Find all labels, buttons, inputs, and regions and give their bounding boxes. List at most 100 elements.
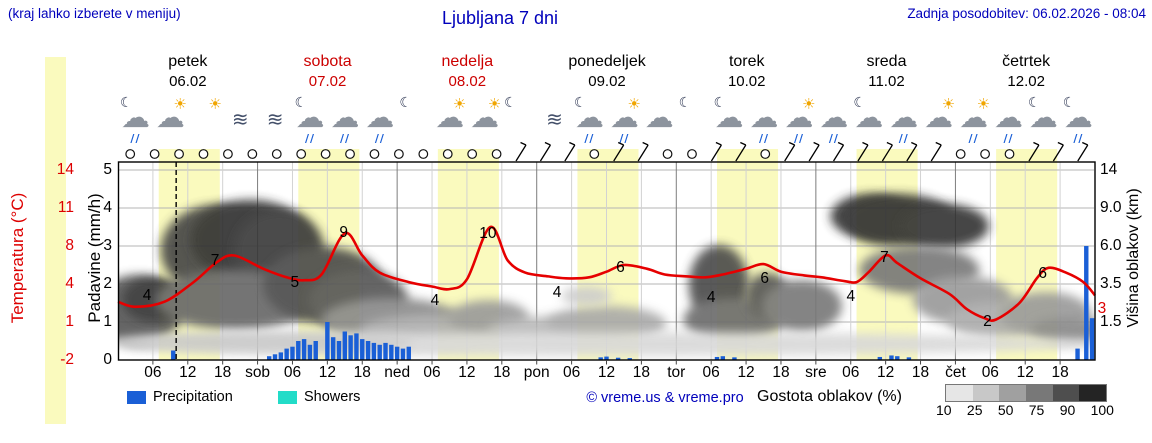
cloud-icon: ☁ bbox=[295, 100, 325, 135]
legend-precipitation: Precipitation bbox=[127, 389, 233, 405]
time-axis-labels: 06 12 18 sob 06 12 18 ned 06 12 18 pon 06 12 18 tor 06 12… bbox=[144, 360, 1069, 381]
precip-ticks-label: 0 bbox=[103, 351, 112, 368]
weather-icon-cm: ☁ ☾ bbox=[851, 95, 886, 143]
showers-label: Showers bbox=[304, 389, 361, 405]
wind-calm-circle bbox=[760, 149, 771, 159]
precip-bar bbox=[389, 344, 394, 360]
temp-label: 4 bbox=[707, 289, 716, 306]
moon-icon: ☾ bbox=[678, 95, 692, 111]
moon-icon: ☾ bbox=[1027, 95, 1041, 111]
wind-calm-circle bbox=[1004, 149, 1015, 159]
precip-ticks-label: 2 bbox=[103, 275, 112, 292]
precip-bar bbox=[278, 352, 284, 360]
precip-bar bbox=[267, 356, 272, 360]
time-label: 06 bbox=[703, 364, 720, 381]
rain-icon: ∕∕ bbox=[374, 132, 385, 145]
temp-ticks-label: 4 bbox=[65, 275, 74, 292]
rain-icon: ∕∕ bbox=[968, 132, 979, 145]
wind-calm-circle bbox=[345, 149, 355, 159]
day-header-torek: torek 10.02 bbox=[677, 52, 817, 94]
cloud-icon: ☁ bbox=[854, 100, 884, 135]
temp-label: 5 bbox=[290, 274, 299, 291]
precip-bar bbox=[604, 356, 609, 360]
wind-calm-circle bbox=[955, 149, 966, 159]
copyright-link[interactable]: © vreme.us & vreme.pro bbox=[586, 390, 744, 406]
cloud-icon: ☁ bbox=[155, 100, 185, 135]
precip-bar bbox=[171, 350, 176, 360]
time-label: 12 bbox=[1017, 364, 1034, 381]
sun-icon: ☀ bbox=[208, 95, 222, 113]
wind-calm-circle bbox=[442, 149, 453, 159]
time-label: 12 bbox=[737, 364, 754, 381]
right-ticks-label: 9.0 bbox=[1100, 199, 1122, 216]
wind-barb bbox=[564, 141, 576, 162]
precip-bar bbox=[383, 342, 388, 360]
weather-icon-cr: ☁ ∕∕ bbox=[991, 95, 1026, 145]
weather-icon-cs: ☁ ☀ bbox=[921, 95, 956, 143]
wind-calm-circle bbox=[393, 149, 404, 159]
weather-icon-cmr: ☁ ☾ ∕∕ bbox=[1061, 95, 1096, 145]
day-date: 08.02 bbox=[448, 73, 487, 90]
temp-ticks-label: 11 bbox=[57, 199, 74, 216]
density-tick-label: 50 bbox=[997, 402, 1014, 418]
rain-icon: ∕∕ bbox=[130, 132, 141, 145]
weather-icon-f: ≋ bbox=[223, 95, 258, 143]
wind-calm-circle bbox=[125, 149, 136, 159]
wind-barb bbox=[930, 141, 942, 162]
wind-calm-circle bbox=[467, 149, 478, 159]
wind-barb bbox=[637, 141, 649, 162]
moon-icon: ☾ bbox=[504, 95, 517, 111]
density-tick-label: 10 bbox=[936, 402, 952, 418]
rain-icon: ∕∕ bbox=[305, 132, 316, 145]
wind-barb bbox=[539, 141, 551, 162]
weather-icon-cmr: ☁ ☾ ∕∕ bbox=[118, 95, 153, 145]
precip-bar bbox=[342, 331, 348, 360]
temperature-curve bbox=[117, 225, 1097, 322]
precip-bar bbox=[598, 357, 603, 360]
right-ticks-label: 1.5 bbox=[1100, 313, 1122, 330]
weather-icon-csr: ☁ ☀ ∕∕ bbox=[607, 95, 642, 145]
sun-icon: ☀ bbox=[173, 95, 187, 113]
cloud-icon: ☁ bbox=[365, 100, 395, 135]
time-label: 06 bbox=[284, 364, 301, 381]
time-label: 06 bbox=[842, 364, 859, 381]
temp-label: 4 bbox=[553, 284, 562, 301]
temp-label: 6 bbox=[1038, 265, 1047, 282]
time-label: tor bbox=[667, 364, 685, 381]
temp-ticks-label: 8 bbox=[65, 237, 74, 254]
cloud-icon: ☁ bbox=[470, 100, 500, 135]
wind-calm-circle bbox=[223, 149, 233, 159]
weather-icon-csr: ☁ ☀ ∕∕ bbox=[956, 95, 991, 145]
page-title: Ljubljana 7 dni bbox=[441, 8, 559, 28]
moon-icon: ☾ bbox=[120, 95, 133, 111]
time-label: 18 bbox=[214, 364, 231, 381]
wind-waves-icon: ≋ bbox=[266, 107, 284, 131]
precip-bar bbox=[1084, 246, 1089, 360]
meteogram-plot: 4 7 5 9 4 10 4 6 4 6 4 7 2 6 3 06 12 18 sob 06 12 18 ned 06 12 18… bbox=[117, 141, 1106, 381]
temp-label: 4 bbox=[846, 288, 855, 305]
temp-label: 6 bbox=[616, 259, 625, 276]
wind-calm-circle bbox=[980, 149, 990, 159]
precip-axis-ticks: 5 4 3 2 1 0 bbox=[84, 0, 112, 443]
precip-bar bbox=[290, 346, 295, 360]
cloud-blob bbox=[761, 280, 842, 332]
wind-barb bbox=[613, 141, 625, 162]
wind-barb bbox=[832, 141, 845, 162]
day-date: 12.02 bbox=[1007, 73, 1045, 90]
rain-icon: ∕∕ bbox=[584, 132, 595, 145]
cloud-icon: ☁ bbox=[1063, 100, 1093, 135]
wind-barb bbox=[710, 141, 722, 162]
precip-bar bbox=[348, 335, 353, 360]
precip-bar bbox=[301, 339, 307, 360]
temp-label: 4 bbox=[143, 287, 152, 304]
wind-calm-circle bbox=[198, 149, 209, 159]
moon-icon: ☾ bbox=[853, 95, 866, 111]
day-name: sreda bbox=[866, 53, 907, 70]
rain-icon: ∕∕ bbox=[793, 132, 804, 145]
wind-calm-circle bbox=[174, 149, 184, 159]
precip-bar bbox=[371, 342, 377, 360]
wind-calm-circle bbox=[369, 149, 380, 159]
precip-bar bbox=[906, 357, 912, 360]
day-date: 06.02 bbox=[169, 73, 207, 90]
temp-label: 2 bbox=[983, 313, 992, 330]
